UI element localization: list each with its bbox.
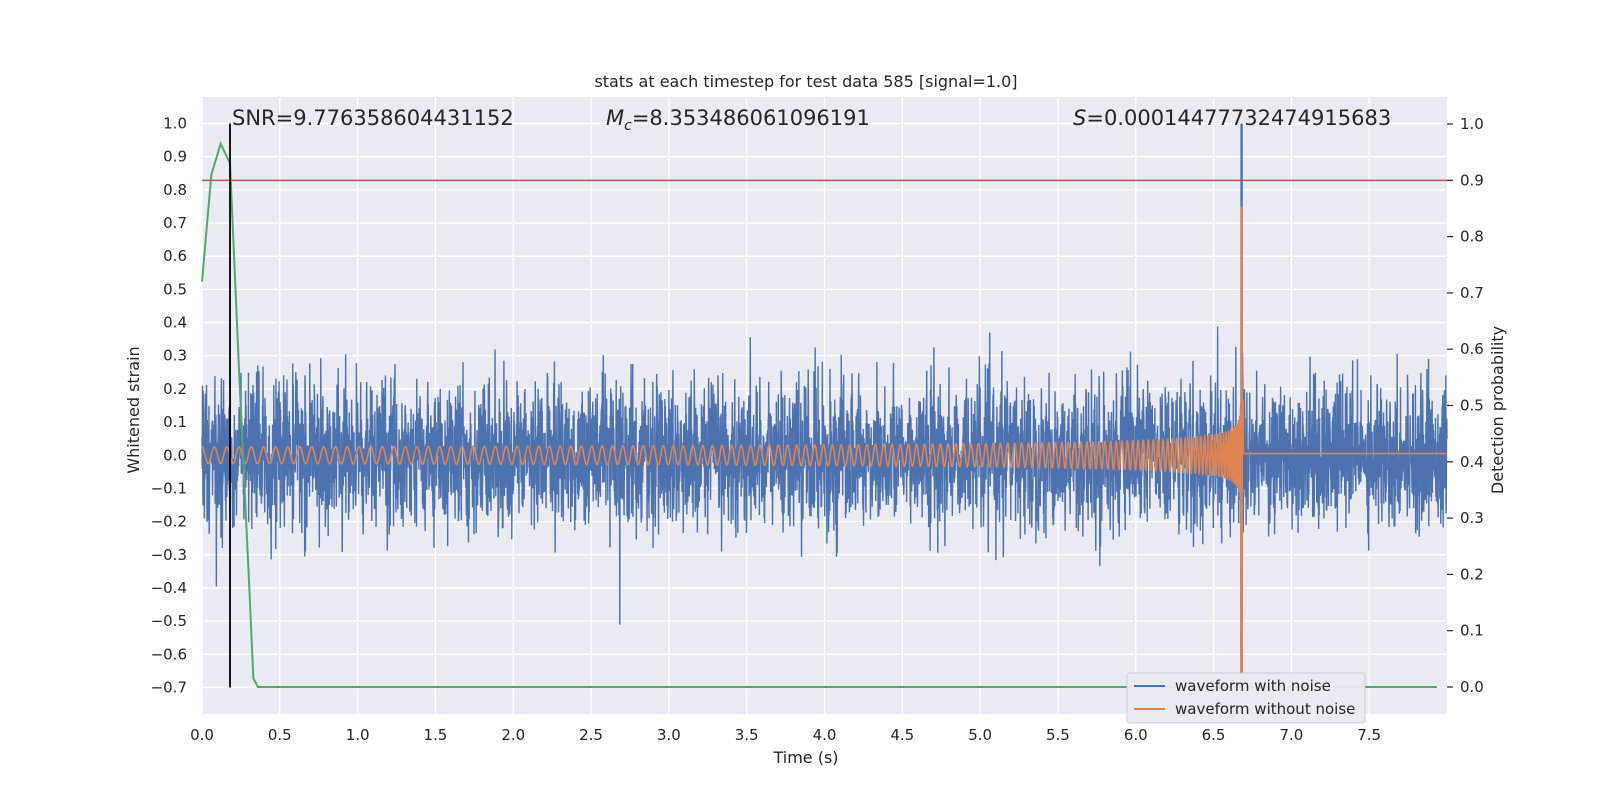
ticks: 0.0 0.5 1.0 1.5 2.0 2.5 3.0 3.5 4.0 4.5 5.0 5.5 6.0 6…	[151, 115, 1484, 744]
y-tick-label: 0.9	[163, 148, 187, 166]
y-tick-label: 0.5	[163, 280, 187, 298]
y2-tick-label: 0.6	[1460, 340, 1484, 358]
legend-label-clean: waveform without noise	[1175, 700, 1355, 718]
y-axis-label: Whitened strain	[124, 346, 143, 473]
legend-label-noise: waveform with noise	[1175, 677, 1331, 695]
y2-tick-label: 0.8	[1460, 228, 1484, 246]
chirp-mass-value: =8.353486061096191	[632, 106, 870, 130]
s-annotation: S=0.00014477732474915683	[1073, 106, 1391, 130]
x-tick-label: 6.0	[1124, 726, 1148, 744]
y-tick-label: 0.7	[163, 214, 187, 232]
x-tick-label: 0.5	[268, 726, 292, 744]
y2-tick-label: 0.0	[1460, 678, 1484, 696]
x-tick-label: 6.5	[1202, 726, 1226, 744]
y-tick-label: −0.2	[151, 513, 187, 531]
y2-axis-label: Detection probability	[1488, 326, 1507, 494]
y2-tick-label: 0.3	[1460, 509, 1484, 527]
y-tick-label: −0.7	[151, 678, 187, 696]
series-waveform-without-noise	[201, 206, 1447, 675]
y-tick-label: −0.6	[151, 645, 187, 663]
legend-box	[1126, 672, 1366, 724]
y-tick-label: 0.4	[163, 314, 187, 332]
x-tick-label: 7.5	[1357, 726, 1381, 744]
x-tick-label: 0.0	[190, 726, 214, 744]
y-tick-label: 1.0	[163, 115, 187, 133]
y-tick-label: 0.1	[163, 413, 187, 431]
x-tick-label: 4.5	[890, 726, 914, 744]
chart-title: stats at each timestep for test data 585…	[594, 72, 1017, 91]
y-tick-label: 0.8	[163, 181, 187, 199]
snr-annotation: SNR=9.776358604431152	[232, 106, 514, 130]
y-tick-label: 0.2	[163, 380, 187, 398]
y2-tick-label: 1.0	[1460, 115, 1484, 133]
x-tick-label: 1.5	[424, 726, 448, 744]
x-tick-label: 5.0	[968, 726, 992, 744]
y-tick-label: −0.4	[151, 579, 187, 597]
chirp-mass-annotation: Mc=8.353486061096191	[606, 106, 870, 134]
x-tick-label: 2.5	[579, 726, 603, 744]
y-tick-label: −0.5	[151, 612, 187, 630]
series-detection-probability	[201, 140, 1437, 688]
y2-tick-label: 0.7	[1460, 284, 1484, 302]
x-tick-label: 4.0	[813, 726, 837, 744]
y-tick-label: 0.6	[163, 247, 187, 265]
x-tick-label: 7.0	[1279, 726, 1303, 744]
y-tick-label: −0.1	[151, 479, 187, 497]
x-tick-label: 1.0	[346, 726, 370, 744]
y-tick-label: −0.3	[151, 546, 187, 564]
y-tick-label: 0.0	[163, 446, 187, 464]
x-axis-label: Time (s)	[772, 748, 838, 767]
chirp-mass-symbol: M	[606, 106, 624, 130]
x-tick-label: 5.5	[1046, 726, 1070, 744]
s-value: =0.00014477732474915683	[1086, 106, 1391, 130]
y-tick-label: 0.3	[163, 347, 187, 365]
legend: waveform with noise waveform without noi…	[1126, 672, 1366, 724]
s-symbol: S	[1073, 106, 1086, 130]
y2-tick-label: 0.4	[1460, 453, 1484, 471]
y2-tick-label: 0.1	[1460, 622, 1484, 640]
y2-tick-label: 0.2	[1460, 565, 1484, 583]
x-tick-label: 3.5	[735, 726, 759, 744]
y2-tick-label: 0.5	[1460, 397, 1484, 415]
chirp-mass-subscript: c	[624, 118, 632, 134]
y2-tick-label: 0.9	[1460, 171, 1484, 189]
x-tick-label: 3.0	[657, 726, 681, 744]
data-layer	[201, 123, 1448, 688]
x-tick-label: 2.0	[501, 726, 525, 744]
